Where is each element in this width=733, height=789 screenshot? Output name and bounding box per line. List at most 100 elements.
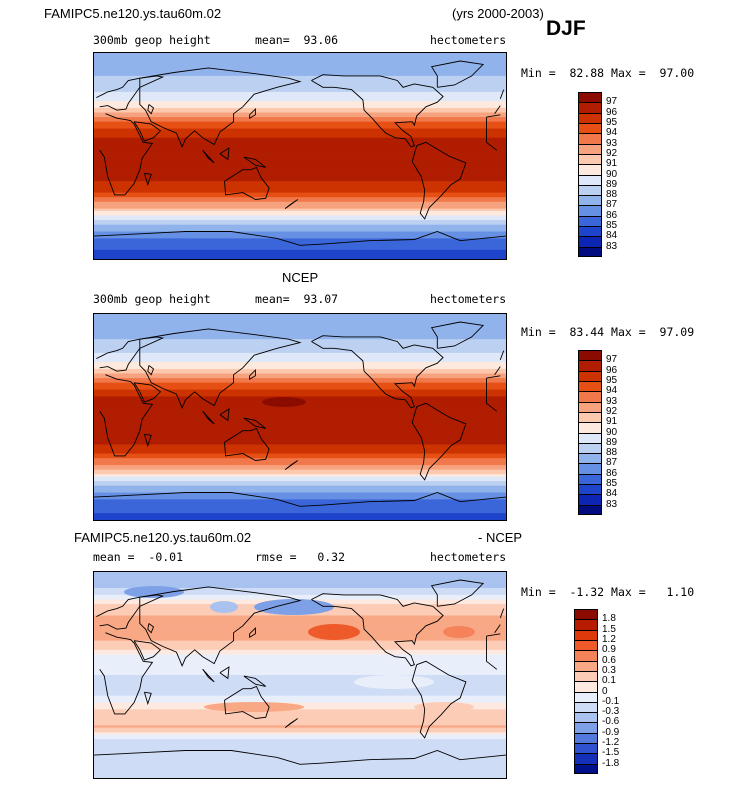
map-band [94, 626, 506, 630]
panel1-map [93, 52, 507, 260]
colorbar-swatch [578, 401, 602, 412]
coastline [224, 685, 270, 719]
map-band [94, 135, 506, 139]
map-band [94, 105, 506, 109]
map-band [94, 675, 506, 678]
map-band [94, 588, 506, 591]
anomaly-region [254, 599, 334, 615]
coastline [202, 410, 215, 425]
colorbar-swatch [578, 473, 602, 485]
map-band [94, 578, 506, 582]
map-band [94, 355, 506, 359]
map-band [94, 444, 506, 448]
map-band [94, 323, 506, 327]
map-band [94, 165, 506, 169]
map-band [94, 453, 506, 457]
map-band [94, 775, 506, 778]
colorbar-swatch [578, 360, 602, 371]
map-band [94, 368, 506, 372]
map-band [94, 442, 506, 446]
colorbar-label: 0 [602, 685, 608, 697]
coastline [249, 108, 256, 119]
map-band [94, 242, 506, 246]
map-band [94, 711, 506, 715]
colorbar-label: 84 [606, 230, 618, 242]
map-band [94, 357, 506, 361]
colorbar-label: 0.3 [602, 664, 616, 676]
coastline [243, 675, 266, 687]
map-band [94, 103, 506, 107]
map-band [94, 421, 506, 425]
map-band [94, 156, 506, 159]
colorbar-label: -1.8 [602, 757, 620, 769]
map-band [94, 178, 506, 182]
coastline [202, 668, 215, 683]
map-band [94, 73, 506, 77]
map-band [94, 384, 506, 388]
map-band [94, 362, 506, 365]
colorbar-label: 97 [606, 96, 618, 108]
colorbar-label: 91 [606, 416, 618, 428]
coastline [99, 113, 501, 196]
map-band [94, 314, 506, 317]
map-band [94, 467, 506, 471]
map-band [94, 481, 506, 484]
map-band [94, 702, 506, 706]
map-band [94, 94, 506, 98]
map-band [94, 668, 506, 672]
map-band [94, 617, 506, 621]
anomaly-region [414, 702, 474, 712]
colorbar-swatch [578, 453, 602, 464]
map-band [94, 204, 506, 207]
map-band [94, 220, 506, 223]
map-band [94, 201, 506, 205]
map-band [94, 69, 506, 72]
map-band [94, 217, 506, 221]
map-band [94, 435, 506, 439]
colorbar-label: 1.8 [602, 613, 616, 625]
colorbar-swatch [574, 743, 598, 754]
colorbar-label: -1.2 [602, 737, 620, 749]
coastline [224, 427, 270, 461]
map-band [94, 410, 506, 414]
map-band [94, 597, 506, 601]
map-band [94, 192, 506, 196]
map-band [94, 380, 506, 384]
years-label: (yrs 2000-2003) [452, 6, 544, 21]
map-band [94, 748, 506, 752]
map-band [94, 574, 506, 578]
map-band [94, 700, 506, 704]
map-band [94, 750, 506, 754]
map-band [94, 620, 506, 623]
map-band [94, 172, 506, 175]
map-band [94, 640, 506, 644]
map-band [94, 352, 506, 356]
map-svg [94, 572, 506, 778]
map-band [94, 121, 506, 125]
map-band [94, 615, 506, 619]
anomaly-region [210, 601, 238, 613]
map-band [94, 510, 506, 514]
coastline [99, 374, 501, 457]
map-band [94, 194, 506, 198]
coastline [96, 594, 501, 633]
map-band [94, 391, 506, 395]
colorbar-frame [574, 609, 598, 774]
map-band [94, 130, 506, 134]
colorbar-swatch [578, 370, 602, 381]
coastline [430, 579, 485, 607]
colorbar-swatch [578, 463, 602, 474]
colorbar-label: 95 [606, 374, 618, 386]
map-band [94, 590, 506, 594]
coastline [147, 104, 155, 115]
map-band [94, 53, 506, 56]
map-band [94, 215, 506, 219]
map-band [94, 677, 506, 681]
map-band [94, 455, 506, 459]
anomaly-region [308, 624, 360, 640]
map-band [94, 773, 506, 777]
map-band [94, 117, 506, 120]
map-band [94, 343, 506, 347]
colorbar-swatch [574, 629, 598, 640]
map-band [94, 169, 506, 173]
